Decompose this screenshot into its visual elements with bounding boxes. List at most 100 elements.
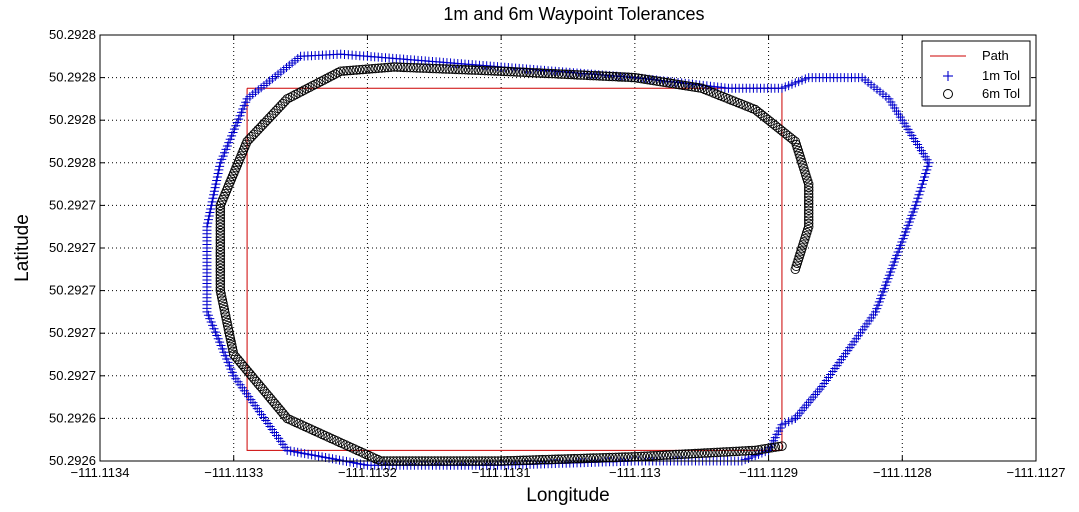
circle-marker — [614, 72, 624, 82]
circle-marker — [803, 215, 814, 225]
plus-marker — [916, 183, 926, 193]
circle-marker — [451, 64, 461, 75]
circle-marker — [434, 64, 445, 74]
circle-marker — [674, 79, 685, 90]
circle-marker — [220, 311, 231, 321]
circle-marker — [489, 66, 500, 76]
circle-marker — [222, 320, 233, 331]
circle-marker — [690, 82, 701, 92]
circle-marker — [553, 454, 564, 464]
y-tick-label: 50.2926 — [49, 410, 96, 425]
data-series — [202, 49, 934, 470]
circle-marker — [528, 67, 538, 78]
circle-marker — [525, 67, 535, 78]
circle-marker — [560, 69, 570, 80]
circle-marker — [588, 453, 599, 463]
circle-marker — [244, 134, 255, 144]
circle-marker — [652, 76, 662, 86]
circle-marker — [293, 88, 304, 98]
circle-marker — [770, 442, 781, 452]
circle-marker — [264, 113, 275, 123]
chart-title: 1m and 6m Waypoint Tolerances — [443, 4, 704, 24]
plus-marker — [211, 179, 221, 189]
plus-marker — [912, 197, 922, 207]
circle-marker — [677, 80, 688, 90]
circle-marker — [222, 317, 232, 328]
circle-marker — [620, 72, 631, 82]
circle-marker — [752, 106, 763, 117]
circle-marker — [668, 78, 678, 89]
circle-marker — [467, 65, 477, 75]
circle-marker — [773, 441, 784, 452]
circle-marker — [215, 216, 226, 226]
plus-marker — [205, 208, 215, 217]
circle-marker — [646, 75, 656, 85]
y-tick-label: 50.2927 — [49, 240, 96, 255]
circle-marker — [499, 66, 510, 77]
circle-marker — [591, 71, 602, 81]
circle-marker — [251, 127, 261, 137]
circle-marker — [737, 446, 748, 456]
plus-marker — [915, 186, 925, 196]
circle-marker — [257, 120, 268, 130]
circle-marker — [728, 446, 738, 457]
circle-marker — [310, 79, 321, 90]
circle-marker — [649, 450, 659, 461]
circle-marker — [803, 182, 814, 193]
circle-marker — [483, 65, 493, 76]
plus-marker — [203, 215, 213, 225]
circle-marker — [255, 122, 266, 133]
circle-marker — [215, 251, 226, 261]
circle-marker — [585, 453, 596, 463]
circle-marker — [215, 225, 226, 236]
circle-marker — [496, 66, 506, 76]
legend-6m-label: 6m Tol — [982, 86, 1020, 101]
circle-marker — [566, 454, 576, 464]
circle-marker — [677, 449, 688, 459]
circle-marker — [579, 70, 589, 80]
circle-marker — [633, 73, 643, 83]
circle-marker — [215, 213, 226, 223]
y-tick-label: 50.2928 — [49, 155, 96, 170]
circle-marker — [585, 70, 596, 81]
circle-marker — [299, 85, 309, 95]
circle-marker — [734, 446, 745, 456]
circle-marker — [373, 63, 384, 73]
circle-marker — [376, 63, 387, 73]
circle-marker — [595, 71, 605, 81]
circle-marker — [702, 448, 713, 458]
circle-marker — [547, 68, 557, 79]
circle-marker — [215, 273, 226, 283]
circle-marker — [215, 260, 226, 271]
circle-marker — [215, 263, 226, 274]
circle-marker — [665, 78, 675, 88]
circle-marker — [215, 229, 226, 239]
circle-marker — [505, 66, 516, 77]
circle-marker — [757, 444, 767, 455]
circle-marker — [215, 279, 226, 290]
circle-marker — [253, 124, 263, 135]
plus-marker — [913, 193, 923, 203]
circle-marker — [454, 64, 464, 75]
circle-marker — [569, 453, 580, 464]
circle-marker — [428, 63, 438, 74]
circle-marker — [316, 76, 326, 87]
y-tick-label: 50.2928 — [49, 27, 96, 42]
y-tick-label: 50.2927 — [49, 325, 96, 340]
circle-marker — [226, 340, 237, 350]
circle-marker — [228, 346, 238, 357]
circle-marker — [699, 448, 710, 458]
circle-marker — [470, 65, 480, 75]
circle-marker — [690, 448, 700, 459]
circle-marker — [225, 333, 236, 344]
circle-marker — [215, 254, 226, 264]
circle-marker — [447, 64, 458, 75]
circle-marker — [683, 449, 694, 459]
circle-marker — [313, 78, 323, 88]
circle-marker — [518, 455, 529, 466]
path-line — [246, 87, 783, 451]
plus-marker — [204, 211, 214, 221]
circle-marker — [582, 453, 592, 464]
circle-marker — [408, 62, 419, 73]
